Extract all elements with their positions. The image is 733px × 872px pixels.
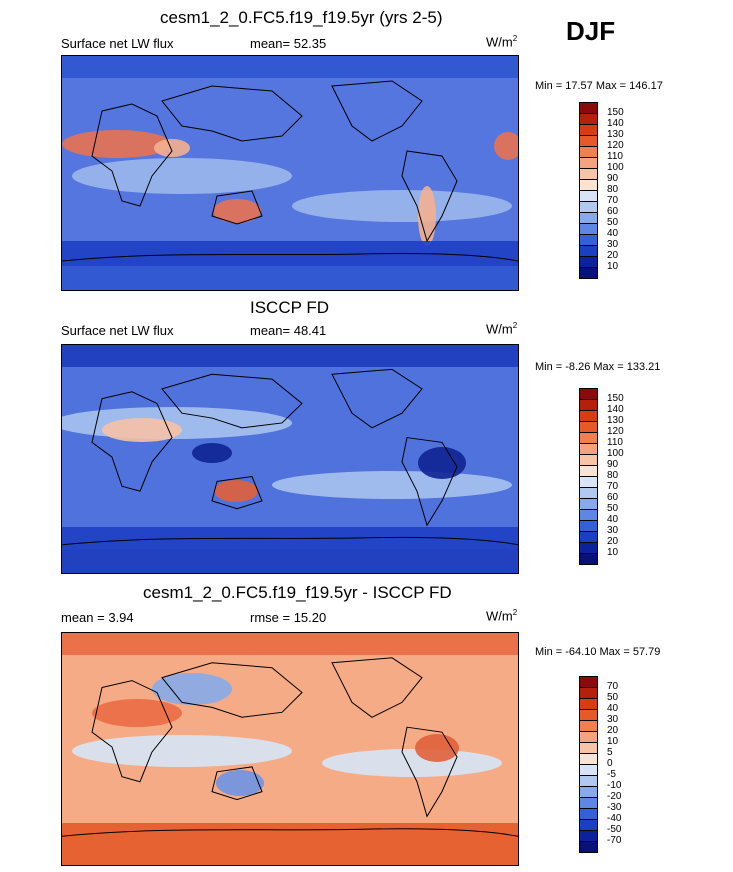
panel-2-units: W/m2	[486, 321, 518, 337]
panel-2-title: ISCCP FD	[250, 298, 330, 317]
colorbar-tick-label: 120	[607, 140, 624, 151]
colorbar-tick-label: 10	[607, 547, 619, 558]
colorbar-swatch	[579, 267, 598, 279]
colorbar-tick-label: 20	[607, 536, 619, 547]
colorbar-swatch	[579, 553, 598, 565]
colorbar-tick-label: 30	[607, 525, 619, 536]
panel-1-units: W/m2	[486, 34, 518, 50]
colorbar-tick-label: 90	[607, 173, 619, 184]
colorbar-tick-label: 140	[607, 404, 624, 415]
panel-1-variable-label: Surface net LW flux	[61, 36, 174, 51]
coastline	[211, 766, 263, 801]
colorbar-tick-label: 150	[607, 393, 624, 404]
colorbar-tick-label: 70	[607, 195, 619, 206]
colorbar-tick-label: 50	[607, 503, 619, 514]
colorbar-tick-label: 30	[607, 239, 619, 250]
colorbar-tick-label: 40	[607, 703, 619, 714]
panel-3-mean-label: mean = 3.94	[61, 610, 134, 625]
colorbar-tick-label: 140	[607, 118, 624, 129]
coastline	[62, 536, 518, 546]
colorbar-tick-label: 0	[607, 758, 613, 769]
coastline	[161, 373, 303, 429]
colorbar-tick-label: 10	[607, 261, 619, 272]
colorbar-tick-label: -30	[607, 802, 622, 813]
colorbar-tick-label: 110	[607, 151, 623, 162]
panel-1-coastlines	[62, 80, 518, 262]
coastline	[331, 368, 423, 429]
colorbar-tick-label: 20	[607, 725, 619, 736]
coastline	[331, 657, 423, 718]
coastline	[62, 252, 518, 262]
colorbar-tick-label: 130	[607, 129, 624, 140]
colorbar-tick-label: 130	[607, 415, 624, 426]
colorbar-tick-label: 70	[607, 681, 619, 692]
colorbar-tick-label: 20	[607, 250, 619, 261]
colorbar-tick-label: 40	[607, 228, 619, 239]
panel-1-min-max: Min = 17.57 Max = 146.17	[535, 80, 663, 92]
colorbar-tick-label: -20	[607, 791, 622, 802]
coastline	[91, 391, 173, 492]
colorbar-tick-label: 80	[607, 184, 619, 195]
panel-3-map-field	[62, 633, 518, 865]
colorbar-tick-label: 60	[607, 206, 619, 217]
colorbar-tick-label: 70	[607, 481, 619, 492]
colorbar-tick-label: 150	[607, 107, 624, 118]
panel-2-min-max: Min = -8.26 Max = 133.21	[535, 361, 661, 373]
colorbar-tick-label: 50	[607, 217, 619, 228]
colorbar-tick-label: -40	[607, 813, 622, 824]
coastline	[331, 80, 423, 142]
coastline	[211, 476, 263, 510]
panel-2-map-field	[62, 345, 518, 573]
panel-2-variable-label: Surface net LW flux	[61, 323, 174, 338]
colorbar-tick-label: 10	[607, 736, 619, 747]
colorbar-tick-label: 100	[607, 448, 624, 459]
colorbar-tick-label: -5	[607, 769, 616, 780]
panel-1-mean-label: mean= 52.35	[250, 36, 327, 51]
panel-2-mean-label: mean= 48.41	[250, 323, 327, 338]
panel-1-map	[61, 55, 519, 291]
coastline	[401, 150, 458, 243]
colorbar-tick-label: 80	[607, 470, 619, 481]
panel-1-map-field	[62, 56, 518, 290]
colorbar-tick-label: 100	[607, 162, 624, 173]
colorbar-tick-label: 60	[607, 492, 619, 503]
panel-3-units: W/m2	[486, 608, 518, 624]
coastline	[91, 680, 173, 783]
colorbar-swatch	[579, 841, 598, 853]
colorbar-tick-label: -10	[607, 780, 622, 791]
panel-3-coastlines	[62, 657, 518, 837]
panel-3-min-max: Min = -64.10 Max = 57.79	[535, 646, 661, 658]
colorbar-tick-label: 120	[607, 426, 624, 437]
colorbar-tick-label: 110	[607, 437, 623, 448]
coastline	[211, 190, 263, 225]
season-label: DJF	[566, 16, 616, 46]
colorbar-tick-label: 5	[607, 747, 613, 758]
coastline	[91, 103, 173, 207]
colorbar-tick-label: -70	[607, 835, 622, 846]
panel-3-map	[61, 632, 519, 866]
coastline	[161, 85, 303, 142]
colorbar-tick-label: 50	[607, 692, 619, 703]
panel-2-map	[61, 344, 519, 574]
colorbar-tick-label: -50	[607, 824, 622, 835]
panel-2-coastlines	[62, 368, 518, 546]
coastline	[62, 828, 518, 837]
coastline	[161, 662, 303, 718]
coastline	[401, 726, 458, 818]
panel-1-title: cesm1_2_0.FC5.f19_f19.5yr (yrs 2-5)	[160, 8, 443, 27]
colorbar-tick-label: 30	[607, 714, 619, 725]
panel-3-rmse-label: rmse = 15.20	[250, 610, 327, 625]
panel-3-title: cesm1_2_0.FC5.f19_f19.5yr - ISCCP FD	[143, 583, 452, 602]
colorbar-tick-label: 40	[607, 514, 619, 525]
coastline	[401, 437, 458, 527]
colorbar-tick-label: 90	[607, 459, 619, 470]
